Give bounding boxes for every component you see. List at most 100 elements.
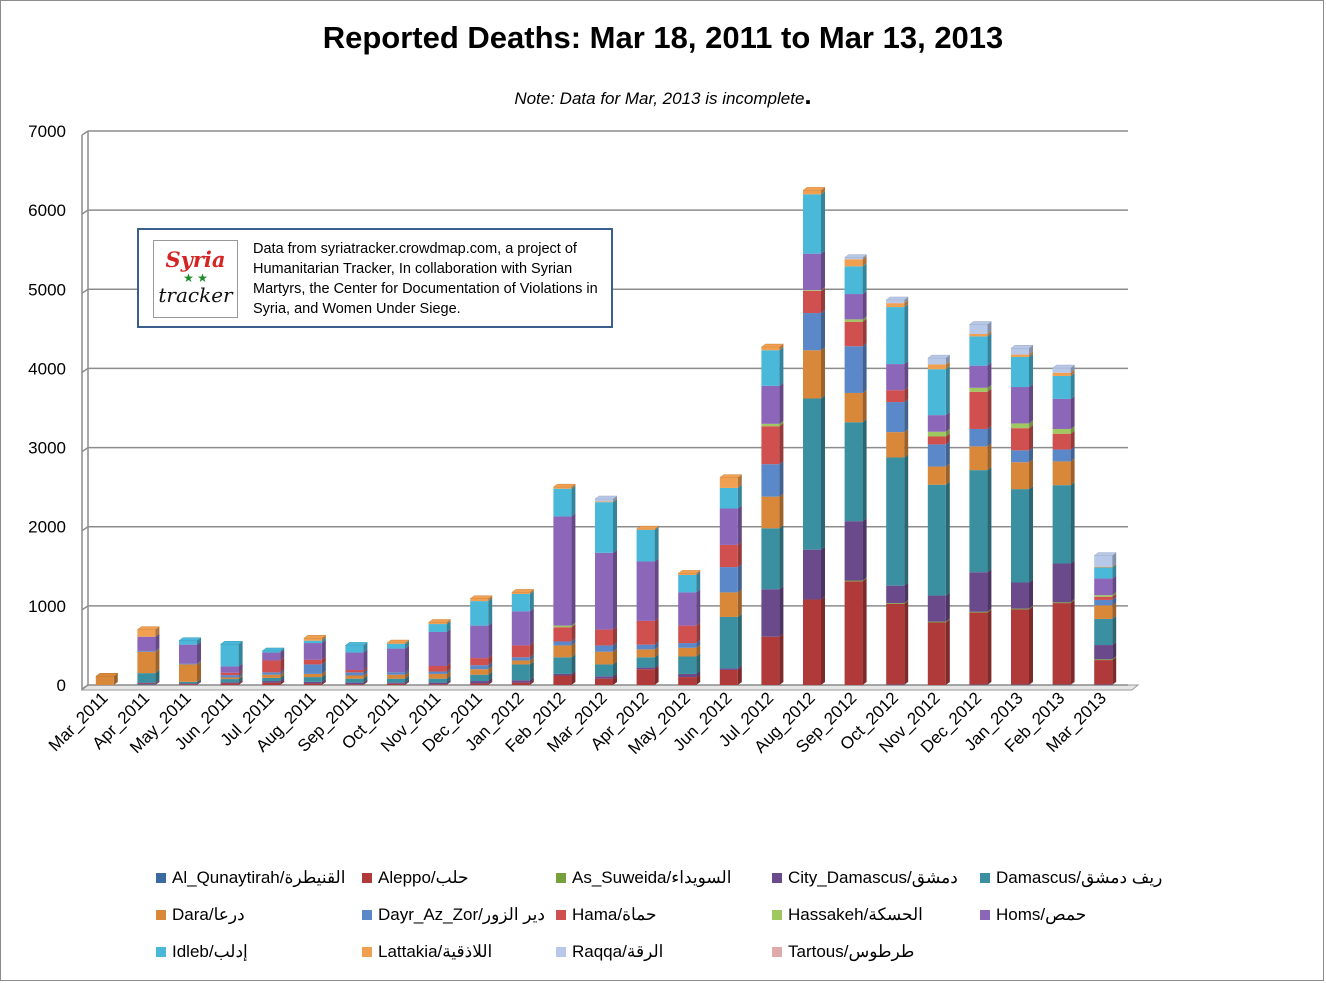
bar-segment — [387, 682, 405, 684]
bar-side — [613, 626, 617, 646]
bar-side — [571, 654, 576, 674]
bar-segment — [1052, 428, 1071, 434]
bar-segment — [761, 464, 780, 497]
bar-segment — [303, 643, 322, 660]
bar-segment — [511, 645, 530, 658]
bar-side — [446, 670, 451, 679]
bar-side — [613, 496, 617, 502]
bar-segment — [844, 422, 863, 522]
bar-segment — [969, 336, 988, 366]
bar-segment — [428, 624, 447, 632]
bar-side — [1070, 372, 1075, 399]
bar-segment — [969, 428, 988, 447]
legend-label: Lattakia/اللاذقية — [378, 942, 493, 961]
bar-side — [197, 637, 201, 645]
legend-swatch — [362, 910, 372, 920]
bar-side — [155, 681, 160, 685]
bar-side — [446, 675, 451, 683]
bar-side — [197, 681, 201, 685]
bar-segment — [303, 681, 322, 684]
bar-side — [280, 679, 285, 685]
bar-segment — [137, 650, 156, 652]
bar-side — [1070, 600, 1075, 685]
bar-top — [427, 619, 452, 623]
bar-segment — [678, 592, 697, 626]
bar-segment — [179, 684, 197, 685]
bar-segment — [1011, 609, 1029, 685]
bar-segment — [262, 650, 281, 653]
bar-side — [1070, 458, 1075, 486]
bar-segment — [844, 294, 863, 320]
bar-side — [1112, 656, 1117, 661]
bar-segment — [553, 627, 572, 642]
chart-title: Reported Deaths: Mar 18, 2011 to Mar 13,… — [322, 20, 1004, 55]
bar-side — [696, 589, 701, 626]
gridline-depth — [81, 288, 89, 294]
bar-side — [1070, 446, 1075, 462]
bar-side — [197, 641, 201, 664]
bar-segment — [220, 683, 239, 685]
bar-segment — [803, 290, 821, 291]
bar-side — [737, 474, 742, 488]
bar-side — [155, 633, 160, 651]
bar-segment — [345, 682, 364, 685]
bar-segment — [803, 253, 821, 291]
bar-side — [654, 617, 659, 645]
bar-segment — [553, 673, 572, 676]
bar-side — [821, 347, 825, 399]
bar-segment — [719, 616, 738, 669]
bar-side — [737, 666, 742, 685]
bar-side — [1029, 353, 1033, 388]
bar-side — [613, 498, 617, 503]
bar-side — [904, 681, 909, 685]
bar-side — [696, 622, 701, 644]
bar-segment — [428, 671, 447, 674]
bar-side — [737, 505, 742, 545]
logo-title: Syria — [165, 247, 226, 272]
bar-segment — [511, 657, 530, 661]
bar-segment — [1094, 566, 1113, 568]
bar-segment — [719, 669, 738, 685]
bar-segment — [428, 631, 447, 667]
bar-segment — [844, 266, 863, 295]
bar-segment — [1052, 375, 1071, 399]
gridline-depth — [81, 684, 89, 690]
bar-side — [405, 679, 409, 684]
bar-side — [613, 673, 617, 679]
bar-segment — [387, 643, 405, 649]
bar-side — [446, 681, 451, 685]
bar-segment — [303, 677, 322, 682]
bar-top — [552, 483, 577, 488]
bar-side — [737, 541, 742, 568]
bar-segment — [1052, 602, 1071, 604]
bar-segment — [595, 664, 613, 677]
bar-side — [862, 256, 867, 267]
bar-segment — [470, 683, 489, 685]
bar-side — [904, 454, 909, 586]
bar-side — [1112, 642, 1117, 660]
bar-segment — [1052, 368, 1071, 373]
bar-segment — [927, 358, 946, 365]
bar-segment — [1094, 645, 1113, 660]
bar-segment — [969, 470, 988, 573]
bar-side — [571, 513, 576, 626]
bar-top — [95, 673, 119, 677]
bar-segment — [969, 611, 988, 613]
bar-side — [321, 635, 326, 641]
bar-segment — [345, 678, 364, 683]
bar-segment — [803, 194, 821, 254]
bar-segment — [428, 684, 447, 685]
bar-segment — [803, 190, 821, 195]
legend-label: Damascus/ريف دمشق — [996, 868, 1163, 887]
bar-segment — [969, 365, 988, 388]
legend-label: Tartous/طرطوس — [788, 942, 915, 961]
legend-item: Hama/حماة — [556, 905, 657, 925]
bar-top — [219, 640, 244, 645]
bar-side — [405, 640, 409, 649]
bar-segment — [719, 567, 738, 593]
bar-side — [987, 681, 992, 685]
bar-segment — [636, 644, 655, 650]
bar-side — [904, 387, 909, 403]
bar-side — [1029, 681, 1033, 685]
